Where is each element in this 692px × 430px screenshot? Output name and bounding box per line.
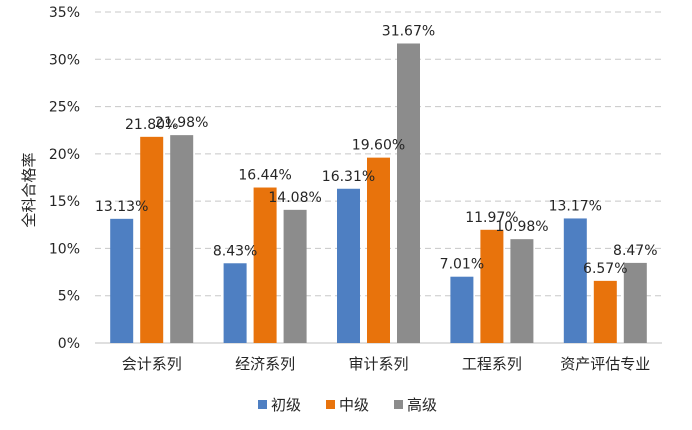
y-axis-label: 全科合格率 <box>20 152 38 227</box>
data-label: 8.47% <box>613 243 657 259</box>
data-label: 11.97% <box>465 210 518 226</box>
data-label: 13.17% <box>549 198 602 214</box>
bar <box>563 218 587 343</box>
x-axis-ticks: 会计系列 经济系列 审计系列 工程系列 资产评估专业 <box>122 355 651 373</box>
y-tick-label: 5% <box>58 289 80 305</box>
y-tick-label: 10% <box>49 241 80 257</box>
bar <box>283 209 307 343</box>
data-label: 16.44% <box>238 168 291 184</box>
bar <box>367 157 390 343</box>
data-label: 21.98% <box>155 115 208 131</box>
data-label: 16.31% <box>322 169 375 185</box>
bar <box>223 263 247 343</box>
bar <box>110 218 134 343</box>
bar <box>623 262 647 343</box>
y-tick-label: 0% <box>58 336 80 352</box>
legend-swatch <box>326 400 335 409</box>
data-label: 10.98% <box>495 219 548 235</box>
legend-label: 高级 <box>407 396 437 414</box>
legend-swatch <box>394 400 403 409</box>
bars <box>110 43 647 344</box>
data-label: 7.01% <box>440 257 484 273</box>
bar <box>480 229 504 343</box>
legend-label: 初级 <box>271 396 301 414</box>
bar <box>170 135 194 343</box>
x-tick-label: 会计系列 <box>122 355 182 373</box>
legend-swatch <box>258 400 267 409</box>
data-label: 6.57% <box>583 261 627 277</box>
data-label: 21.80% <box>125 117 178 133</box>
x-tick-label: 资产评估专业 <box>560 355 650 373</box>
x-tick-label: 工程系列 <box>462 355 522 373</box>
bar <box>253 187 277 343</box>
x-tick-label: 审计系列 <box>348 355 408 373</box>
bar <box>397 43 420 344</box>
y-tick-label: 15% <box>49 194 80 210</box>
data-label: 14.08% <box>268 190 321 206</box>
y-tick-label: 20% <box>49 147 80 163</box>
x-tick-label: 经济系列 <box>235 355 295 373</box>
data-label: 31.67% <box>382 23 435 39</box>
data-label: 19.60% <box>352 138 405 154</box>
bar <box>337 188 360 343</box>
data-label: 8.43% <box>213 243 257 259</box>
y-tick-label: 25% <box>49 100 80 116</box>
data-labels: 13.13% 21.80%21.98% 8.43% 16.44% 14.08%16.31… <box>95 23 658 276</box>
data-label: 13.13% <box>95 199 148 215</box>
y-axis-ticks: 0% 5% 10% 15% 20% 25% 30% 35% <box>49 5 80 352</box>
y-tick-label: 35% <box>49 5 80 21</box>
bar <box>450 276 474 343</box>
bar <box>140 136 164 343</box>
legend-label: 中级 <box>339 396 369 414</box>
legend: 初级 中级 高级 <box>258 396 437 414</box>
bar <box>510 239 534 343</box>
bar <box>593 280 617 343</box>
y-tick-label: 30% <box>49 52 80 68</box>
